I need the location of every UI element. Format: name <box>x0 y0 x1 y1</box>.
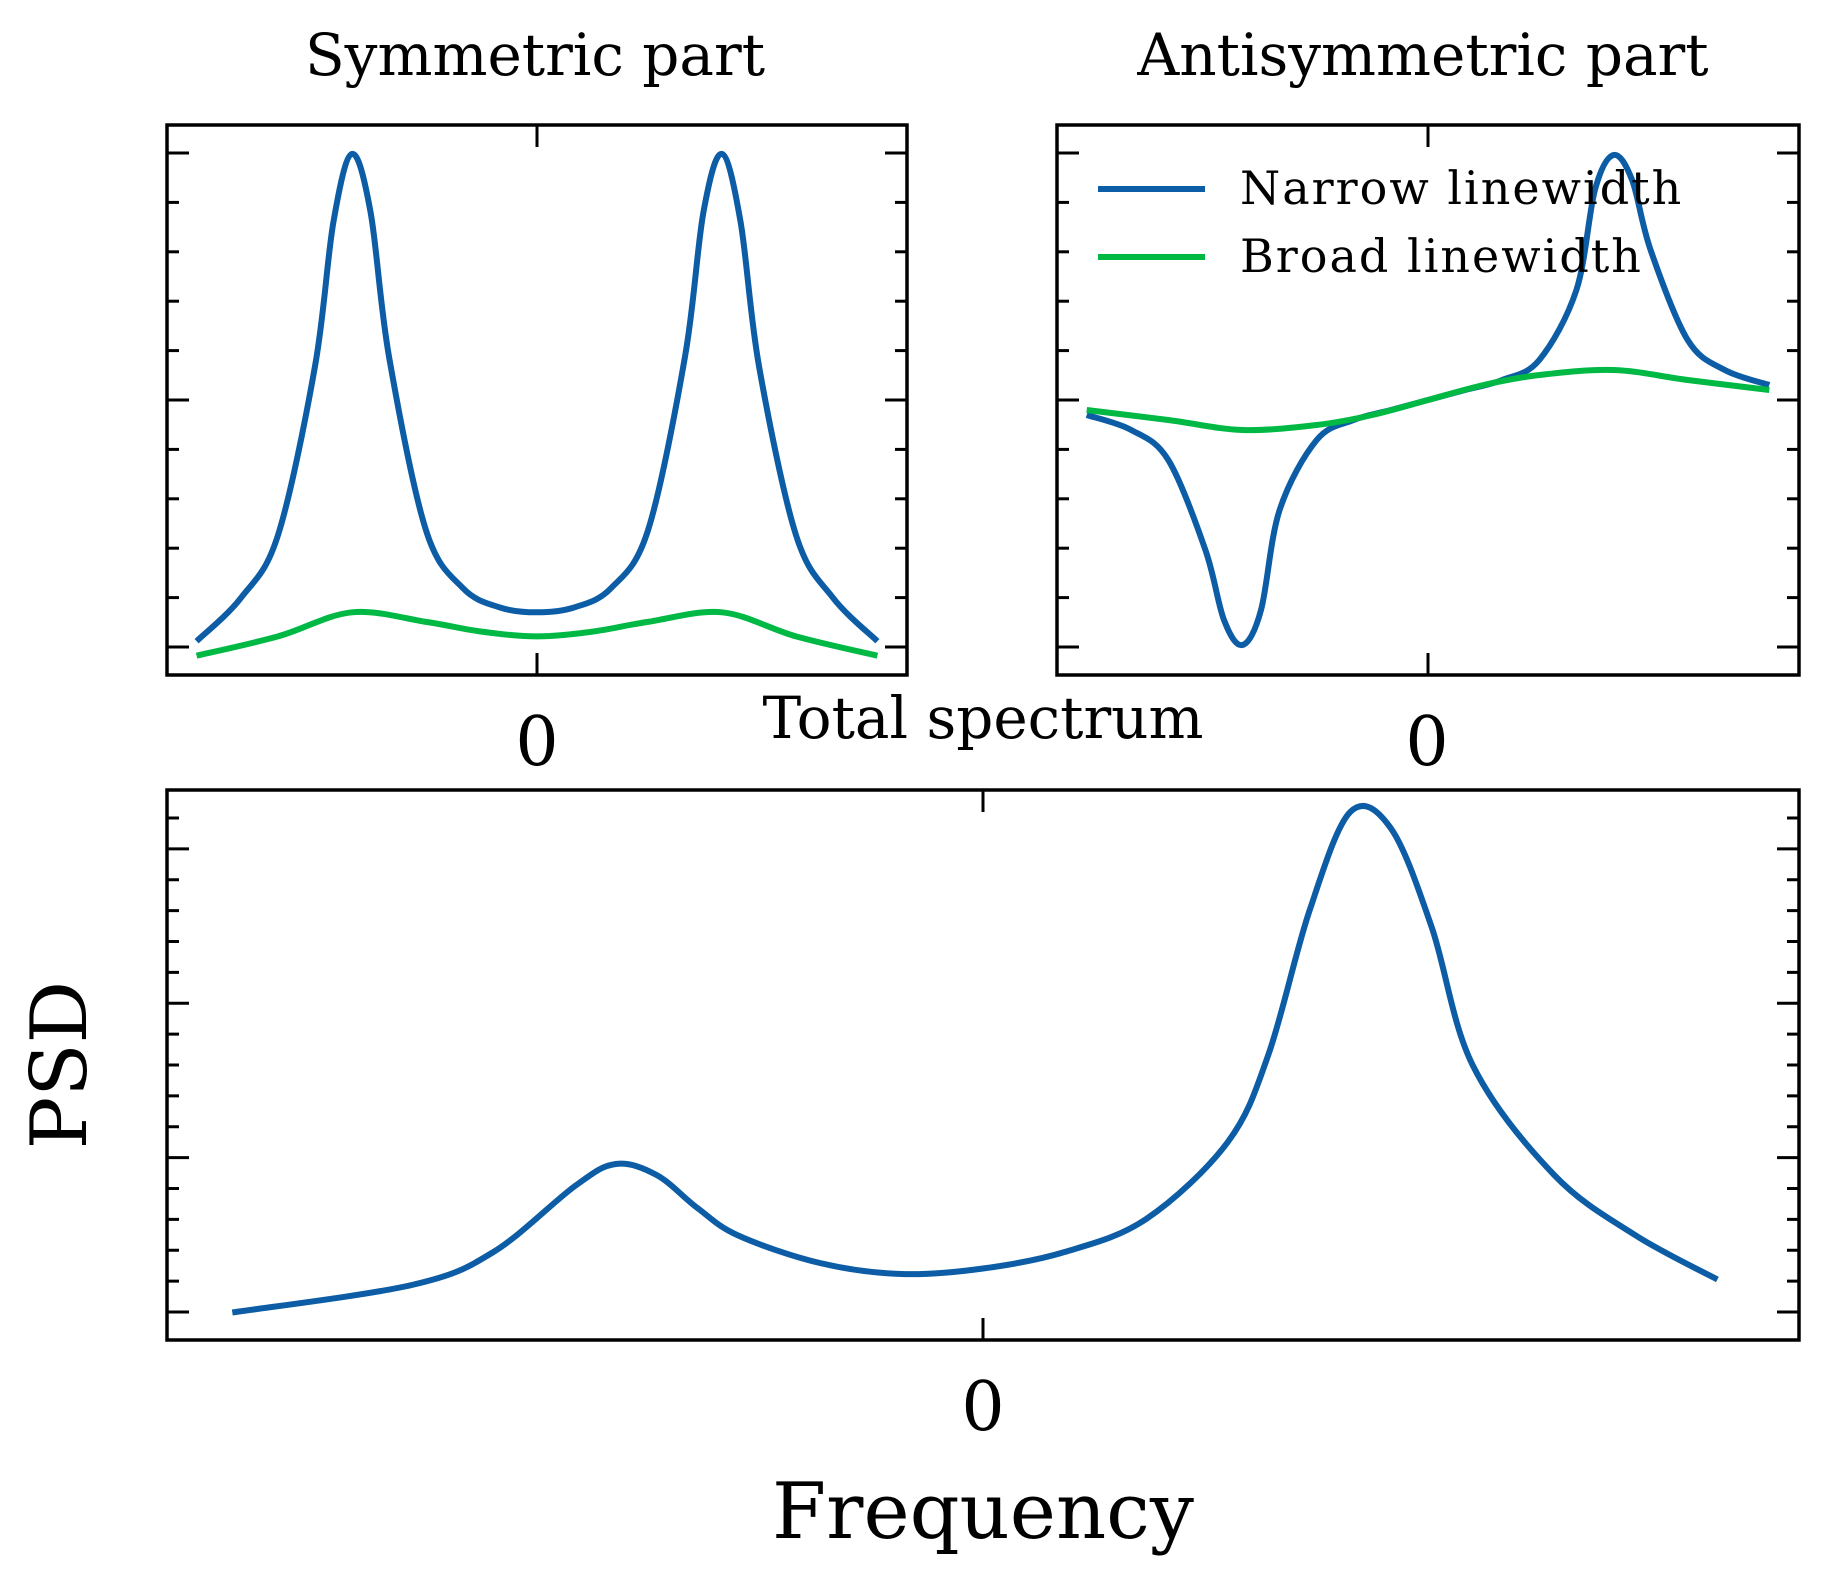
x-tick-label-total: 0 <box>961 1368 1004 1447</box>
series-line-broad-linewidth <box>1086 366 1770 434</box>
legend-label-narrow: Narrow linewidth <box>1240 161 1683 215</box>
curves-total <box>231 803 1719 1316</box>
curves-antisymmetric <box>1085 151 1771 649</box>
ticks-antisymmetric <box>1057 125 1799 675</box>
ticks-total <box>167 790 1799 1340</box>
ticks-symmetric <box>167 125 907 675</box>
panel-total: Total spectrum 0 <box>165 684 1801 1447</box>
x-axis-label: Frequency <box>772 1467 1194 1557</box>
panel-title-total: Total spectrum <box>762 684 1203 752</box>
series-line-broad-linewidth <box>195 608 879 659</box>
panel-symmetric: Symmetric part 0 <box>165 21 909 782</box>
panel-antisymmetric: Antisymmetric part 0 Narrow linewidth Br… <box>1055 21 1801 782</box>
y-axis-label: PSD <box>15 981 105 1149</box>
series-line-narrow-linewidth <box>231 803 1719 1316</box>
series-line-narrow-linewidth <box>194 150 880 644</box>
legend-label-broad: Broad linewidth <box>1240 229 1643 283</box>
plot-frame-symmetric <box>165 123 909 677</box>
x-tick-label-antisymmetric: 0 <box>1405 703 1448 782</box>
panel-title-symmetric: Symmetric part <box>305 21 765 89</box>
plot-frame-total <box>165 788 1801 1342</box>
legend: Narrow linewidth Broad linewidth <box>1098 161 1683 283</box>
x-tick-label-symmetric: 0 <box>515 703 558 782</box>
curves-symmetric <box>194 150 880 659</box>
panel-title-antisymmetric: Antisymmetric part <box>1136 21 1708 89</box>
